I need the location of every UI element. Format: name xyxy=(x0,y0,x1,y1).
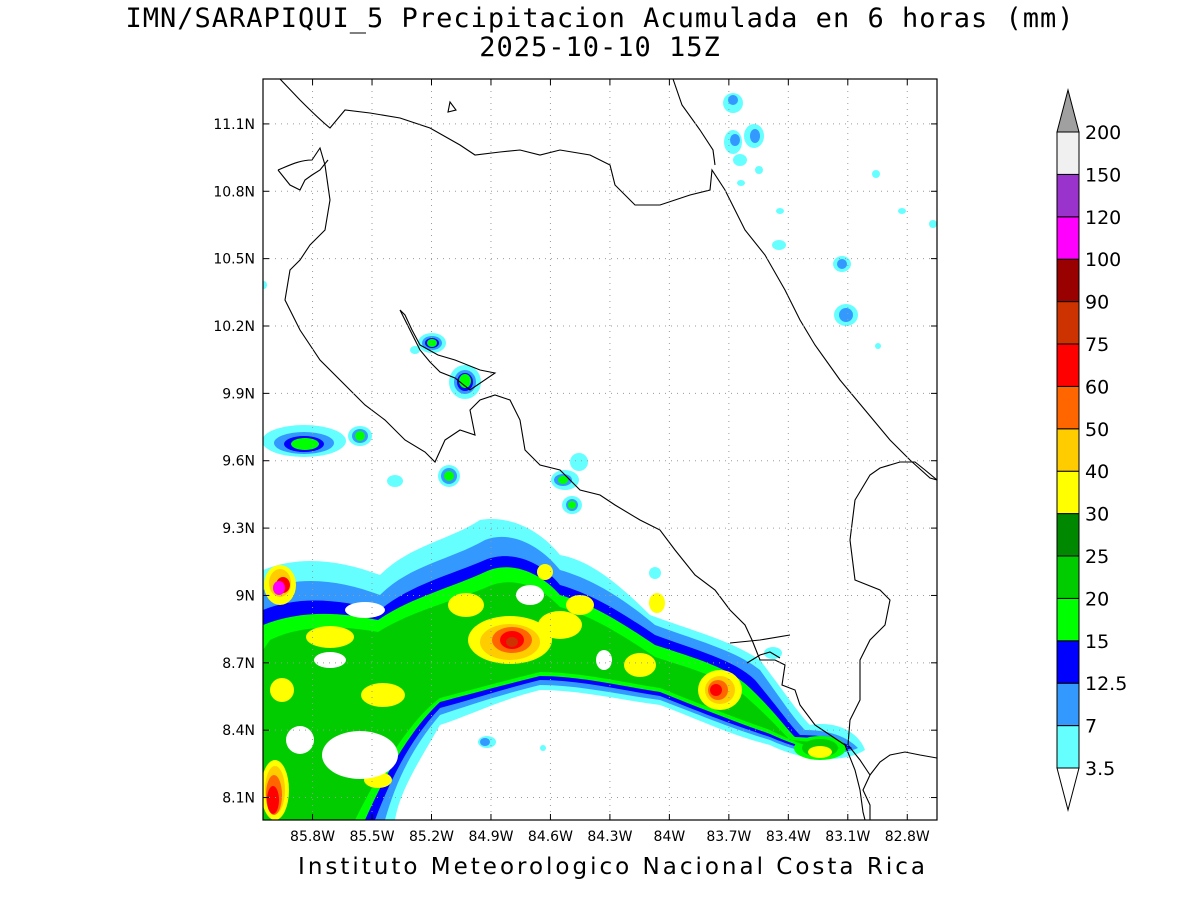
colorbar-label: 90 xyxy=(1085,292,1109,314)
colorbar-label: 15 xyxy=(1085,631,1109,653)
lon-tick-label: 83.1W xyxy=(825,829,870,845)
lon-tick-label: 83.4W xyxy=(766,829,811,845)
lat-tick-label: 8.4N xyxy=(222,723,255,739)
colorbar-label: 120 xyxy=(1085,207,1121,229)
colorbar-low-extension xyxy=(1056,767,1080,812)
colorbar-swatch xyxy=(1056,385,1080,430)
lon-tick-label: 85.5W xyxy=(350,829,395,845)
colorbar-swatch xyxy=(1056,682,1080,727)
colorbar-label: 200 xyxy=(1085,122,1121,144)
lon-tick-label: 84.6W xyxy=(528,829,573,845)
lon-tick-label: 85.8W xyxy=(290,829,335,845)
colorbar-swatch xyxy=(1056,555,1080,599)
lat-tick-label: 9N xyxy=(236,588,255,604)
colorbar-label: 3.5 xyxy=(1085,758,1115,780)
lat-tick-label: 9.9N xyxy=(222,386,255,402)
longitude-axis: 85.8W 85.5W 85.2W 84.9W 84.6W 84.3W 84W 83.7W 83… xyxy=(290,79,930,845)
colorbar-label: 25 xyxy=(1085,546,1109,568)
colorbar-label: 150 xyxy=(1085,164,1121,186)
colorbar-label: 30 xyxy=(1085,504,1109,526)
lon-tick-label: 82.8W xyxy=(885,829,930,845)
colorbar-swatch xyxy=(1056,173,1080,218)
lon-tick-label: 84W xyxy=(654,829,686,845)
colorbar-swatch xyxy=(1056,428,1080,472)
lat-tick-label: 10.8N xyxy=(213,184,255,200)
dry-gaps xyxy=(286,585,612,779)
colorbar-label: 50 xyxy=(1085,419,1109,441)
colorbar-high-extension xyxy=(1056,88,1080,133)
map-datetime: 2025-10-10 15Z xyxy=(479,32,721,63)
coastlines xyxy=(277,79,937,820)
colorbar-swatch xyxy=(1056,301,1080,345)
colorbar-label: 75 xyxy=(1085,334,1109,356)
colorbar-swatch xyxy=(1056,343,1080,387)
colorbar-label: 40 xyxy=(1085,461,1109,483)
colorbar-label: 60 xyxy=(1085,376,1109,398)
colorbar-swatch xyxy=(1056,513,1080,557)
lon-tick-label: 84.3W xyxy=(587,829,632,845)
lat-tick-label: 10.5N xyxy=(213,252,255,268)
precipitation-field xyxy=(263,93,937,820)
colorbar-label: 12.5 xyxy=(1085,673,1127,695)
colorbar-label: 7 xyxy=(1085,716,1097,738)
lon-tick-label: 84.9W xyxy=(468,829,513,845)
colorbar-swatch xyxy=(1056,258,1080,303)
colorbar-swatch xyxy=(1056,216,1080,260)
latitude-axis: 8.1N 8.4N 8.7N 9N 9.3N 9.6N 9.9N 10.2N 10.5N 10.8… xyxy=(213,117,937,807)
colorbar-label: 20 xyxy=(1085,588,1109,610)
precip-band-60 xyxy=(267,577,722,814)
colorbar: 3.5 7 12.5 15 20 25 30 40 50 60 75 90 100 120 150 200 xyxy=(1056,88,1127,812)
lat-tick-label: 9.3N xyxy=(222,521,255,537)
lat-tick-label: 10.2N xyxy=(213,319,255,335)
colorbar-label: 100 xyxy=(1085,249,1121,271)
lon-tick-label: 83.7W xyxy=(706,829,751,845)
precip-band-120 xyxy=(273,581,285,595)
plot-frame xyxy=(262,78,938,821)
graticule xyxy=(263,79,937,820)
lon-tick-label: 85.2W xyxy=(409,829,454,845)
footer-credit: Instituto Meteorologico Nacional Costa R… xyxy=(298,854,928,880)
colorbar-swatch xyxy=(1056,470,1080,515)
map-title: IMN/SARAPIQUI_5 Precipitacion Acumulada … xyxy=(125,3,1075,34)
colorbar-swatch xyxy=(1056,131,1080,175)
lat-tick-label: 9.6N xyxy=(222,454,255,470)
lat-tick-label: 8.1N xyxy=(222,791,255,807)
lat-tick-label: 11.1N xyxy=(213,117,255,133)
colorbar-swatch xyxy=(1056,597,1080,642)
lat-tick-label: 8.7N xyxy=(222,656,255,672)
colorbar-swatch xyxy=(1056,640,1080,684)
colorbar-swatch xyxy=(1056,725,1080,769)
precip-band-75 xyxy=(506,637,518,647)
